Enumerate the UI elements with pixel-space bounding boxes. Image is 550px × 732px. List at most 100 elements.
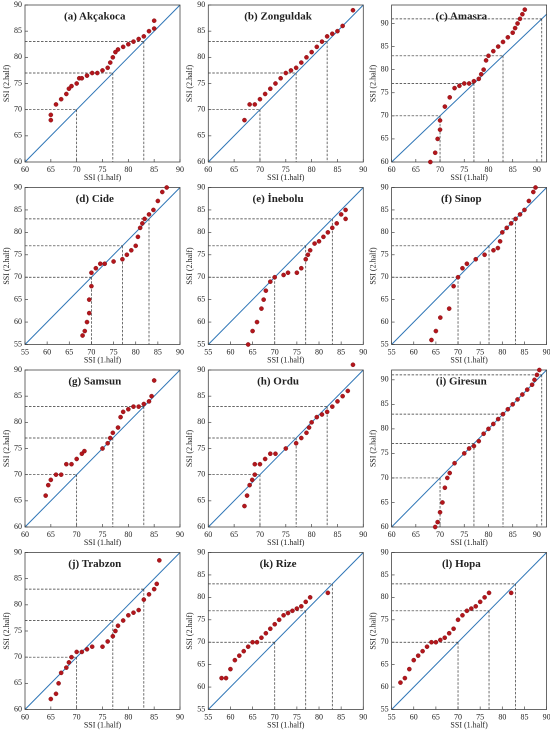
x-tick-label: 80 <box>132 347 140 356</box>
point <box>250 639 255 645</box>
y-axis-label: SSI (2.half) <box>2 430 11 468</box>
y-tick-label: 90 <box>197 0 205 9</box>
point <box>325 230 331 235</box>
point <box>486 53 491 59</box>
y-tick-label: 65 <box>197 294 205 303</box>
point <box>149 393 154 399</box>
point <box>440 500 445 505</box>
point <box>263 630 269 636</box>
y-tick-label: 70 <box>14 652 22 661</box>
point <box>520 392 525 397</box>
y-axis-label: SSI (2.half) <box>368 612 377 650</box>
y-tick-label: 60 <box>14 704 22 713</box>
point <box>120 256 125 262</box>
y-tick-label: 90 <box>14 0 22 9</box>
point <box>115 47 121 52</box>
point <box>89 270 94 276</box>
point <box>411 657 417 663</box>
point <box>533 185 538 190</box>
y-tick-label: 85 <box>197 391 205 400</box>
chart-title: (a) Akçakoca <box>64 11 126 23</box>
point <box>58 96 64 102</box>
point <box>522 7 528 12</box>
x-tick-label: 90 <box>176 165 184 174</box>
x-tick-label: 55 <box>388 712 396 721</box>
point <box>244 493 250 498</box>
point <box>529 382 535 388</box>
y-tick-label: 70 <box>197 637 205 646</box>
point <box>314 414 320 420</box>
point <box>473 604 479 609</box>
point <box>471 78 477 84</box>
point <box>452 460 457 466</box>
point <box>486 426 491 432</box>
y-tick-label: 90 <box>14 365 22 374</box>
chart-title: (j) Trabzon <box>68 558 121 570</box>
point <box>45 482 51 488</box>
y-tick-label: 90 <box>381 375 389 384</box>
point <box>151 26 157 31</box>
x-tick-label: 65 <box>47 165 55 174</box>
y-tick-label: 90 <box>197 547 205 556</box>
point <box>79 75 85 81</box>
point <box>100 644 105 650</box>
point <box>482 252 487 258</box>
point <box>478 71 484 77</box>
point <box>298 604 304 609</box>
point <box>84 319 90 325</box>
point <box>53 691 59 697</box>
point <box>252 472 258 477</box>
point <box>64 91 69 97</box>
point <box>126 406 131 412</box>
y-tick-label: 60 <box>381 522 389 531</box>
x-axis-label: SSI (1.half) <box>267 538 305 547</box>
x-tick-label: 85 <box>520 712 528 721</box>
x-tick-label: 80 <box>498 712 506 721</box>
point <box>442 635 448 641</box>
y-tick-label: 85 <box>197 570 205 579</box>
point <box>105 65 110 71</box>
x-tick-label: 55 <box>204 712 212 721</box>
y-tick-label: 65 <box>14 496 22 505</box>
point <box>483 58 489 63</box>
point <box>276 617 282 623</box>
x-tick-label: 90 <box>359 165 367 174</box>
point <box>495 416 501 422</box>
point <box>151 586 157 592</box>
y-tick-label: 80 <box>197 227 205 236</box>
point <box>64 665 69 670</box>
point <box>159 189 165 195</box>
point <box>329 31 335 37</box>
x-axis-label: SSI (1.half) <box>84 355 122 364</box>
point <box>335 28 340 34</box>
chart-title: (i) Giresun <box>436 376 487 388</box>
y-tick-label: 85 <box>197 205 205 214</box>
y-tick-label: 65 <box>381 294 389 303</box>
point <box>432 524 438 530</box>
x-tick-label: 70 <box>256 165 264 174</box>
point <box>298 265 304 271</box>
x-tick-label: 65 <box>47 530 55 539</box>
x-tick-label: 60 <box>21 165 29 174</box>
point <box>53 472 59 477</box>
point <box>481 431 486 437</box>
y-tick-label: 60 <box>14 317 22 326</box>
point <box>245 342 251 347</box>
y-tick-label: 60 <box>14 157 22 166</box>
point <box>69 461 74 467</box>
point <box>534 372 540 378</box>
y-axis-label: SSI (2.half) <box>2 247 11 285</box>
point <box>74 649 79 655</box>
x-tick-label: 90 <box>533 165 541 174</box>
y-tick-label: 55 <box>381 339 389 348</box>
y-tick-label: 70 <box>197 104 205 113</box>
x-tick-label: 80 <box>315 347 323 356</box>
point <box>146 399 152 404</box>
point <box>120 618 126 623</box>
point <box>407 666 412 672</box>
y-tick-label: 80 <box>381 64 389 73</box>
x-tick-label: 65 <box>249 712 257 721</box>
point <box>82 448 87 454</box>
point <box>304 55 309 60</box>
point <box>350 7 356 13</box>
